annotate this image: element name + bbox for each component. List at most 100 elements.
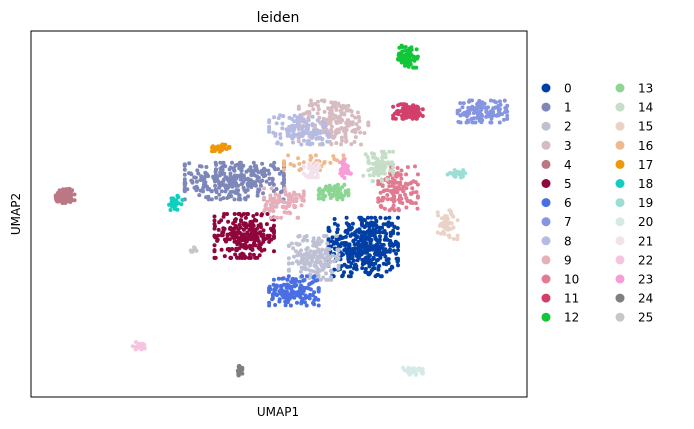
- legend-label: 8: [564, 234, 572, 248]
- data-point: [418, 368, 423, 373]
- data-point: [315, 161, 320, 166]
- data-point: [292, 190, 296, 195]
- data-point: [307, 161, 312, 166]
- data-point: [251, 252, 256, 257]
- data-point: [212, 222, 217, 227]
- data-point: [401, 106, 406, 111]
- data-point: [381, 160, 386, 165]
- data-point: [267, 239, 272, 244]
- legend-item-6: 6: [541, 196, 572, 210]
- data-point: [299, 248, 303, 253]
- data-point: [242, 244, 247, 249]
- data-point: [379, 177, 384, 182]
- data-point: [338, 167, 343, 172]
- data-point: [388, 233, 393, 238]
- data-point: [360, 266, 365, 271]
- data-point: [274, 121, 279, 126]
- legend-label: 13: [638, 82, 653, 96]
- data-point: [236, 368, 241, 373]
- legend-item-21: 21: [615, 234, 653, 248]
- data-point: [469, 117, 474, 121]
- data-point: [301, 171, 306, 176]
- data-point: [449, 226, 454, 231]
- data-point: [359, 142, 363, 147]
- data-point: [380, 198, 385, 203]
- data-point: [237, 363, 242, 368]
- data-point: [338, 244, 343, 248]
- data-point: [55, 193, 60, 198]
- cluster-9-points: [262, 186, 306, 220]
- data-point: [370, 155, 375, 160]
- data-point: [69, 196, 73, 201]
- data-point: [230, 160, 234, 165]
- data-point: [287, 285, 292, 290]
- data-point: [458, 101, 463, 106]
- data-point: [233, 190, 238, 195]
- data-point: [301, 198, 306, 203]
- data-point: [299, 203, 304, 208]
- data-point: [396, 263, 400, 268]
- data-point: [442, 231, 447, 236]
- data-point: [326, 132, 331, 137]
- data-point: [331, 135, 336, 140]
- data-point: [403, 192, 408, 197]
- data-point: [350, 221, 355, 226]
- data-point: [253, 243, 258, 248]
- data-point: [337, 187, 342, 192]
- data-point: [391, 203, 396, 208]
- data-point: [65, 199, 70, 204]
- data-point: [207, 187, 212, 192]
- cluster-5-points: [212, 212, 276, 260]
- data-point: [262, 209, 267, 214]
- data-point: [70, 188, 75, 193]
- data-point: [388, 189, 393, 194]
- legend-marker: [615, 159, 625, 169]
- data-point: [335, 241, 340, 246]
- data-point: [194, 184, 199, 189]
- data-point: [303, 293, 308, 298]
- data-point: [353, 115, 358, 120]
- data-point: [379, 149, 384, 154]
- legend-label: 16: [638, 139, 653, 153]
- data-point: [406, 365, 411, 370]
- data-point: [137, 341, 141, 346]
- legend-item-17: 17: [615, 158, 653, 172]
- data-point: [280, 204, 285, 209]
- data-point: [212, 234, 217, 239]
- data-point: [404, 102, 409, 107]
- data-point: [271, 130, 276, 135]
- data-point: [439, 231, 443, 236]
- data-point: [320, 141, 325, 146]
- data-point: [180, 198, 185, 202]
- legend-item-13: 13: [615, 82, 653, 96]
- data-point: [221, 164, 226, 169]
- data-point: [373, 235, 378, 240]
- data-point: [387, 249, 392, 254]
- data-point: [390, 160, 394, 165]
- legend-marker: [615, 121, 625, 131]
- data-point: [420, 107, 425, 112]
- legend-marker: [615, 293, 625, 303]
- data-point: [284, 210, 289, 215]
- data-point: [201, 185, 206, 190]
- data-point: [72, 198, 77, 203]
- data-point: [342, 182, 347, 187]
- data-point: [254, 164, 259, 169]
- data-point: [322, 161, 326, 166]
- data-point: [367, 173, 372, 178]
- data-point: [282, 167, 286, 172]
- data-point: [391, 199, 396, 204]
- data-point: [465, 119, 470, 124]
- data-point: [408, 181, 413, 186]
- data-point: [272, 160, 277, 165]
- data-point: [470, 120, 475, 125]
- data-point: [268, 287, 273, 292]
- data-point: [176, 194, 180, 199]
- data-point: [295, 300, 299, 305]
- data-point: [392, 111, 397, 116]
- data-point: [318, 250, 323, 255]
- data-point: [343, 234, 348, 239]
- data-point: [269, 186, 274, 191]
- data-point: [268, 193, 273, 198]
- data-point: [227, 192, 232, 197]
